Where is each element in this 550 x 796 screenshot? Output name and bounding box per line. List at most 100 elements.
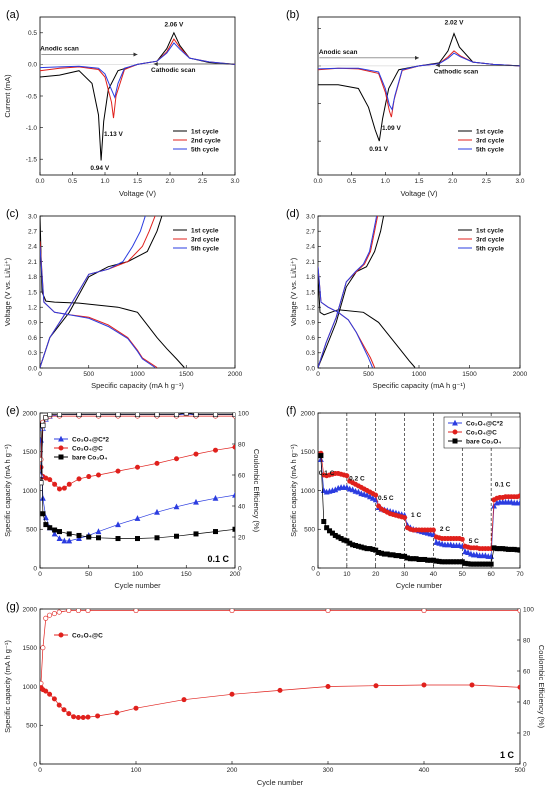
data-point	[133, 705, 139, 711]
y-tick-label: 0	[33, 565, 37, 572]
y-tick-label: 2.1	[28, 259, 37, 266]
series-2nd-cycle-line	[40, 38, 235, 119]
y2-tick-label: 20	[523, 730, 531, 737]
data-point	[229, 691, 235, 697]
data-point	[517, 499, 520, 506]
y-tick-label: 1.5	[306, 289, 315, 296]
x-tick-label: 40	[430, 571, 438, 578]
annotation-2-06-v: 2.06 V	[165, 21, 184, 28]
plot-frame	[39, 608, 521, 765]
data-point	[232, 413, 235, 418]
x-tick-label: 1500	[462, 371, 477, 378]
annotation-anodic-scan: Anodic scan	[40, 45, 79, 52]
y-tick-label: 2.1	[306, 259, 315, 266]
y-tick-label: 1.2	[306, 305, 315, 312]
data-point	[421, 609, 427, 614]
legend: Co₃O₄@C	[54, 632, 103, 639]
y2-tick-label: 80	[523, 637, 531, 644]
data-point	[373, 492, 379, 498]
chart-panel-d: (d) 0 500 1000 1500 2000 0.0 0.3 0.6 0.9 1.2 1.5 1.8…	[286, 208, 528, 390]
data-point	[95, 713, 101, 719]
series-co-o-c-points	[318, 450, 520, 552]
data-point	[193, 531, 199, 537]
data-point	[135, 464, 141, 470]
y-tick-label: 3.0	[28, 213, 37, 220]
x-tick-label: 1500	[179, 371, 194, 378]
data-point	[277, 687, 283, 693]
legend-label-co-o-c-2: Co₃O₄@C*2	[466, 420, 503, 427]
data-point	[96, 472, 102, 478]
y-tick-label: 1500	[23, 449, 38, 456]
y-tick-label: 2.7	[28, 229, 37, 236]
panel-label: (f)	[286, 405, 296, 417]
x-tick-label: 500	[515, 767, 526, 774]
x-axis-label: Voltage (V)	[119, 189, 157, 198]
data-point	[66, 481, 72, 487]
data-point	[71, 714, 77, 720]
rate-label-0-1-c: 0.1 C	[319, 470, 335, 477]
data-point	[40, 422, 46, 428]
chart-panel-a: (a) 0.0 0.5 1.0 1.5 2.0 2.5 3.0 -1.5 -1.0 -0.5 0.0 0…	[3, 9, 240, 198]
x-axis-label: Specific capacity (mA h g⁻¹)	[91, 381, 184, 390]
data-point	[86, 474, 92, 480]
series-co-o-c-2-line	[40, 440, 235, 542]
y-tick-label: 1.5	[28, 289, 37, 296]
data-point	[40, 457, 44, 462]
annotation-1-09-v: 1.09 V	[382, 125, 401, 132]
y-tick-label: 2.4	[28, 244, 37, 251]
data-point	[517, 609, 520, 614]
panel-label: (e)	[6, 405, 19, 417]
data-point	[66, 711, 72, 717]
chart-panel-f: (f) 0 10 20 30 40 50 60 70 0 500 1000 1500 2000 Cycle …	[286, 405, 524, 590]
data-point	[469, 682, 475, 688]
x-tick-label: 2.0	[448, 178, 457, 185]
data-point	[213, 413, 219, 418]
x-tick-label: 0.0	[313, 178, 322, 185]
legend-marker	[58, 435, 64, 442]
data-point	[43, 415, 49, 421]
data-point	[95, 528, 102, 535]
legend-marker	[58, 454, 64, 460]
x-tick-label: 70	[516, 571, 524, 578]
y-tick-label: 1.8	[306, 274, 315, 281]
y2-tick-label: 60	[238, 472, 246, 479]
data-point	[154, 413, 160, 418]
x-tick-label: 30	[401, 571, 409, 578]
rate-label-5-c: 5 C	[469, 538, 479, 545]
series-ce-co-o-c-line	[40, 415, 235, 460]
data-point	[115, 468, 121, 474]
data-point	[75, 609, 81, 614]
series-5th-cycle-line	[40, 42, 235, 99]
data-point	[135, 413, 141, 418]
legend-label-2nd-cycle: 2nd cycle	[191, 137, 221, 144]
series-5th-cycle-line	[318, 52, 520, 111]
x-tick-label: 2000	[513, 371, 528, 378]
anodic-arrow-head	[133, 52, 138, 57]
x-tick-label: 3.0	[230, 178, 239, 185]
y-tick-label: 500	[304, 527, 315, 534]
y2-axis-label: Coulombic Efficiency (%)	[252, 449, 261, 533]
data-point	[491, 502, 497, 509]
annotation-anodic-scan: Anodic scan	[319, 49, 358, 56]
data-point	[115, 413, 121, 418]
rate-label-0-1-c: 0.1 C	[495, 482, 511, 489]
y2-tick-label: 40	[238, 503, 246, 510]
x-tick-label: 1000	[130, 371, 145, 378]
rate-label-0-2-c: 0.2 C	[349, 475, 365, 482]
y-tick-label: 2000	[301, 410, 316, 417]
data-point	[344, 473, 350, 479]
data-point	[318, 453, 324, 459]
y-tick-label: 0.9	[28, 320, 37, 327]
x-tick-label: 0	[38, 767, 42, 774]
legend-marker	[452, 438, 458, 444]
y-axis-label: Specific capacity (mA h g⁻¹)	[3, 444, 12, 537]
data-point	[47, 525, 53, 531]
cathodic-arrow-head	[153, 61, 158, 66]
data-point	[369, 494, 376, 501]
annotation-2-02-v: 2.02 V	[445, 20, 464, 27]
y-tick-label: 500	[26, 527, 37, 534]
data-point	[43, 688, 49, 694]
data-point	[173, 503, 180, 510]
data-point	[85, 714, 91, 720]
data-point	[56, 535, 63, 542]
